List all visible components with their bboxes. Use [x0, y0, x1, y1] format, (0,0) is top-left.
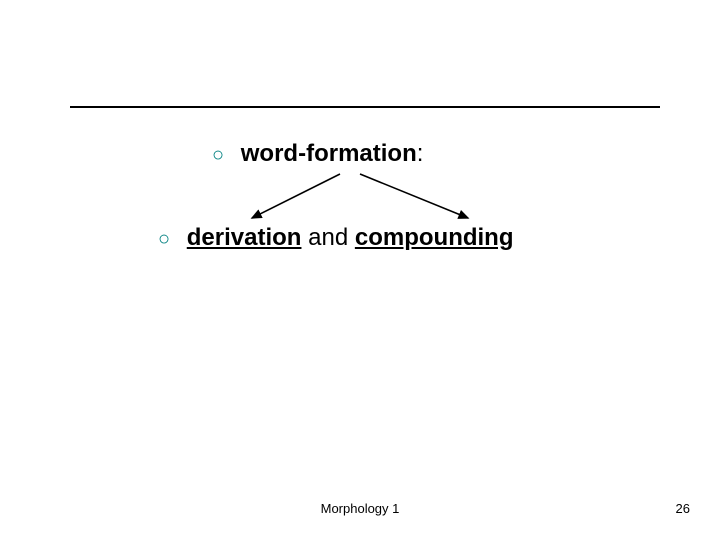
arrow-right-icon: [360, 174, 468, 218]
slide: ○ word-formation: ○ derivation and compo…: [0, 0, 720, 540]
word-formation-term: word-formation: [241, 140, 417, 167]
footer-title: Morphology 1: [0, 501, 720, 516]
derivation-term: derivation: [187, 224, 302, 251]
bullet-icon: ○: [212, 144, 224, 166]
horizontal-rule: [70, 106, 660, 108]
bullet-line-1: ○ word-formation:: [212, 140, 423, 168]
bullet-line-2: ○ derivation and compounding: [158, 224, 514, 252]
bullet-icon: ○: [158, 228, 170, 250]
compounding-term: compounding: [355, 224, 514, 251]
colon: :: [417, 140, 424, 167]
arrow-left-icon: [252, 174, 340, 218]
and-text: and: [301, 224, 354, 251]
page-number: 26: [676, 501, 690, 516]
fork-arrows: [230, 168, 490, 224]
